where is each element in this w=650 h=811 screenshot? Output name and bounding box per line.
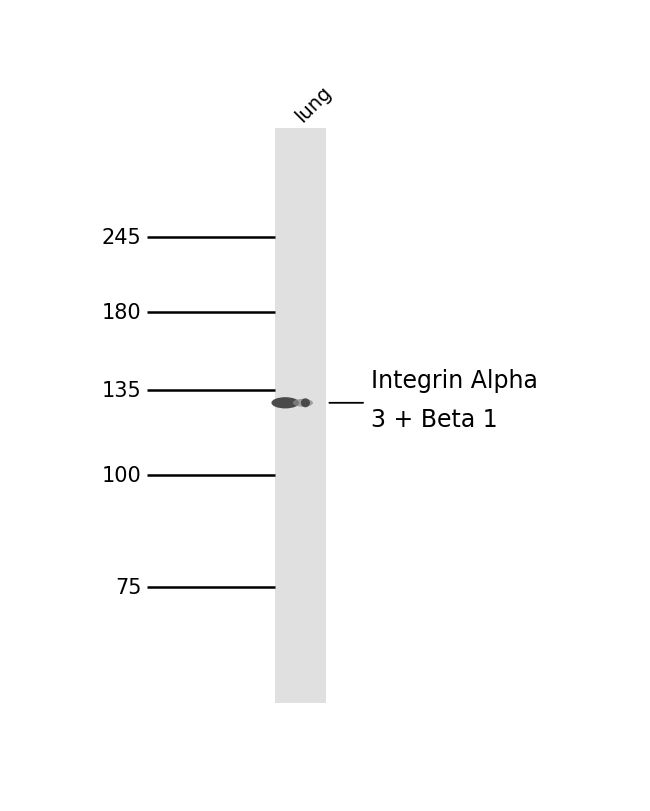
Ellipse shape bbox=[301, 399, 310, 408]
Text: 100: 100 bbox=[102, 466, 142, 485]
Ellipse shape bbox=[292, 399, 313, 407]
Text: 3 + Beta 1: 3 + Beta 1 bbox=[371, 408, 497, 431]
Text: lung: lung bbox=[291, 82, 335, 126]
Text: Integrin Alpha: Integrin Alpha bbox=[371, 369, 538, 393]
Text: 135: 135 bbox=[102, 381, 142, 401]
Bar bbox=[275, 128, 326, 703]
Text: 180: 180 bbox=[102, 303, 142, 323]
Text: 75: 75 bbox=[115, 577, 142, 598]
Ellipse shape bbox=[272, 397, 299, 409]
Text: 245: 245 bbox=[102, 228, 142, 248]
